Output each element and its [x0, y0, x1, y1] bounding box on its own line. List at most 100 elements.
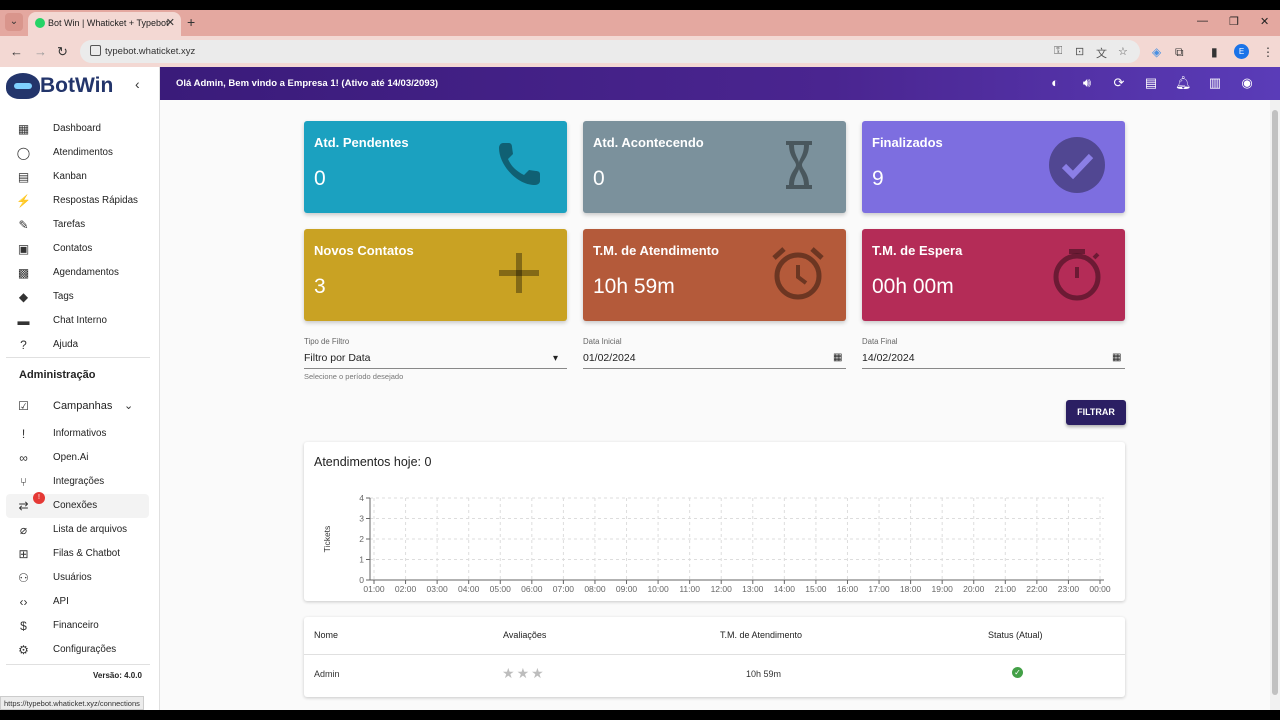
- scrollbar-thumb[interactable]: [1272, 110, 1278, 695]
- sidebar-item-contatos[interactable]: ▣ Contatos: [0, 237, 150, 261]
- sidebar-item-agendamentos[interactable]: ▩ Agendamentos: [0, 261, 150, 285]
- sidebar-item-configuracoes[interactable]: ⚙ Configurações: [0, 638, 150, 662]
- window-close-icon[interactable]: ✕: [1260, 16, 1270, 28]
- refresh-icon[interactable]: ⟳: [1113, 75, 1125, 90]
- account-tree-icon: ⊞: [18, 547, 29, 561]
- chevron-left-icon[interactable]: ‹: [135, 76, 140, 92]
- start-date-label: Data Inicial: [583, 337, 622, 346]
- sidebar-item-dashboard[interactable]: ▦ Dashboard: [0, 117, 150, 141]
- x-tick-label: 18:00: [900, 584, 922, 594]
- version-text: Versão: 4.0.0: [93, 671, 142, 680]
- browser-menu-icon[interactable]: ⋮: [1262, 45, 1274, 59]
- add-icon: [499, 253, 539, 293]
- translate-icon[interactable]: 文: [1096, 48, 1107, 60]
- sidepanel-icon[interactable]: ▮: [1211, 45, 1218, 59]
- filter-type-label: Tipo de Filtro: [304, 337, 350, 346]
- sidebar-item-label: Usuários: [53, 572, 92, 583]
- sidebar-item-label: Chat Interno: [53, 315, 107, 326]
- sidebar-item-campanhas[interactable]: ☑ Campanhas ⌄: [0, 394, 150, 418]
- x-tick-label: 12:00: [711, 584, 733, 594]
- y-tick-label: 3: [359, 514, 364, 524]
- page-scrollbar[interactable]: [1270, 100, 1280, 710]
- browser-tab[interactable]: Bot Win | Whaticket + Typebot ✕: [28, 12, 181, 36]
- url-field[interactable]: typebot.whaticket.xyz ⚿ ⊡ 文 ☆: [80, 40, 1140, 63]
- back-icon[interactable]: ←: [10, 44, 23, 59]
- sidebar-divider: [6, 664, 150, 665]
- sidebar-item-tags[interactable]: ◆ Tags: [0, 285, 150, 309]
- y-axis-label: Tickets: [322, 526, 332, 553]
- sidebar-item-financeiro[interactable]: $ Financeiro: [0, 614, 150, 638]
- key-icon[interactable]: ⚿: [1054, 45, 1063, 57]
- star-icon[interactable]: ★: [516, 665, 532, 681]
- new-tab-icon[interactable]: +: [187, 14, 196, 30]
- alarm-icon: [772, 247, 824, 300]
- calendar-icon[interactable]: ▦: [833, 352, 843, 363]
- y-tick-label: 0: [359, 575, 364, 585]
- brightness-icon[interactable]: ◐: [1051, 75, 1059, 90]
- restore-icon[interactable]: ❐: [1229, 16, 1239, 28]
- chart-title: Atendimentos hoje: 0: [314, 455, 432, 469]
- sidebar-item-filas-chatbot[interactable]: ⊞ Filas & Chatbot: [0, 542, 150, 566]
- stat-card-t-m-de-espera: T.M. de Espera 00h 00m: [862, 229, 1125, 321]
- volume-icon[interactable]: 🔊︎: [1082, 75, 1092, 90]
- site-info-icon[interactable]: [90, 45, 101, 56]
- profile-avatar[interactable]: E: [1234, 44, 1249, 59]
- sidebar-item-integracoes[interactable]: ⑂ Integrações: [0, 470, 150, 494]
- sidebar-item-api[interactable]: ‹› API: [0, 590, 150, 614]
- sidebar-item-ajuda[interactable]: ? Ajuda: [0, 333, 150, 357]
- bookmark-star-icon[interactable]: ☆: [1118, 46, 1128, 58]
- x-tick-label: 09:00: [616, 584, 638, 594]
- filter-type-select[interactable]: Filtro por Data: [304, 352, 371, 364]
- sidebar-item-usuarios[interactable]: ⚇ Usuários: [0, 566, 150, 590]
- forward-icon[interactable]: →: [34, 44, 47, 59]
- sidebar-item-lista-de-arquivos[interactable]: ⌀ Lista de arquivos: [0, 518, 150, 542]
- sidebar-item-kanban[interactable]: ▤ Kanban: [0, 165, 150, 189]
- chat-icon[interactable]: ▤: [1144, 75, 1158, 90]
- sidebar-item-respostas-r-pidas[interactable]: ⚡ Respostas Rápidas: [0, 189, 150, 213]
- star-icon[interactable]: ★: [531, 665, 546, 681]
- sidebar-item-informativos[interactable]: ! Informativos: [0, 422, 150, 446]
- sidebar-divider: [6, 357, 150, 358]
- card-title: T.M. de Atendimento: [593, 243, 719, 258]
- help-icon: ?: [20, 338, 27, 352]
- sidebar-item-chat-interno[interactable]: ▬ Chat Interno: [0, 309, 150, 333]
- card-value: 3: [314, 275, 326, 298]
- end-date-underline: [862, 368, 1125, 369]
- puzzle-icon[interactable]: ⧉: [1175, 45, 1184, 59]
- forum-icon[interactable]: ▥: [1208, 75, 1222, 90]
- sidebar-item-open-ai[interactable]: ∞ Open.Ai: [0, 446, 150, 470]
- code-icon: ‹›: [19, 595, 28, 609]
- sidebar-item-tarefas[interactable]: ✎ Tarefas: [0, 213, 150, 237]
- status-check-icon: ✓: [1012, 667, 1023, 678]
- end-date-input[interactable]: 14/02/2024: [862, 352, 915, 364]
- tab-search-icon[interactable]: ⌄: [5, 13, 23, 31]
- reload-icon[interactable]: ↻: [57, 44, 68, 59]
- install-icon[interactable]: ⊡: [1075, 46, 1085, 58]
- sidebar-item-atendimentos[interactable]: ◯ Atendimentos: [0, 141, 150, 165]
- app-header: Olá Admin, Bem vindo a Empresa 1! (Ativo…: [160, 67, 1280, 100]
- bell-icon[interactable]: 🔔︎: [1175, 75, 1192, 90]
- filter-button[interactable]: FILTRAR: [1066, 400, 1126, 425]
- flash-icon: ⚡: [16, 194, 31, 208]
- check-circle-icon: [1049, 137, 1105, 193]
- chevron-down-icon[interactable]: ⌄: [124, 400, 134, 412]
- tab-close-icon[interactable]: ✕: [165, 17, 175, 29]
- extension-icon[interactable]: ◈: [1152, 45, 1162, 59]
- calendar-icon[interactable]: ▦: [1112, 352, 1122, 363]
- rating-stars[interactable]: ★★★: [502, 665, 546, 682]
- sidebar-item-label: Atendimentos: [53, 147, 113, 158]
- start-date-input[interactable]: 01/02/2024: [583, 352, 636, 364]
- sidebar-item-conexoes[interactable]: ⇄ Conexões!: [6, 492, 149, 518]
- minimize-icon[interactable]: —: [1197, 15, 1208, 27]
- y-tick-label: 4: [359, 493, 364, 503]
- account-icon[interactable]: ◉: [1241, 75, 1253, 90]
- row-name: Admin: [314, 669, 340, 679]
- calendar-icon: ▩: [17, 266, 30, 280]
- header-tm-atendimento: T.M. de Atendimento: [720, 630, 803, 640]
- sidebar-item-label: Filas & Chatbot: [53, 548, 120, 559]
- phone-icon: [499, 143, 540, 185]
- x-tick-label: 16:00: [837, 584, 859, 594]
- people-icon: ⚇: [18, 571, 29, 585]
- star-icon[interactable]: ★: [502, 665, 517, 681]
- dropdown-arrow-icon[interactable]: ▾: [553, 353, 559, 364]
